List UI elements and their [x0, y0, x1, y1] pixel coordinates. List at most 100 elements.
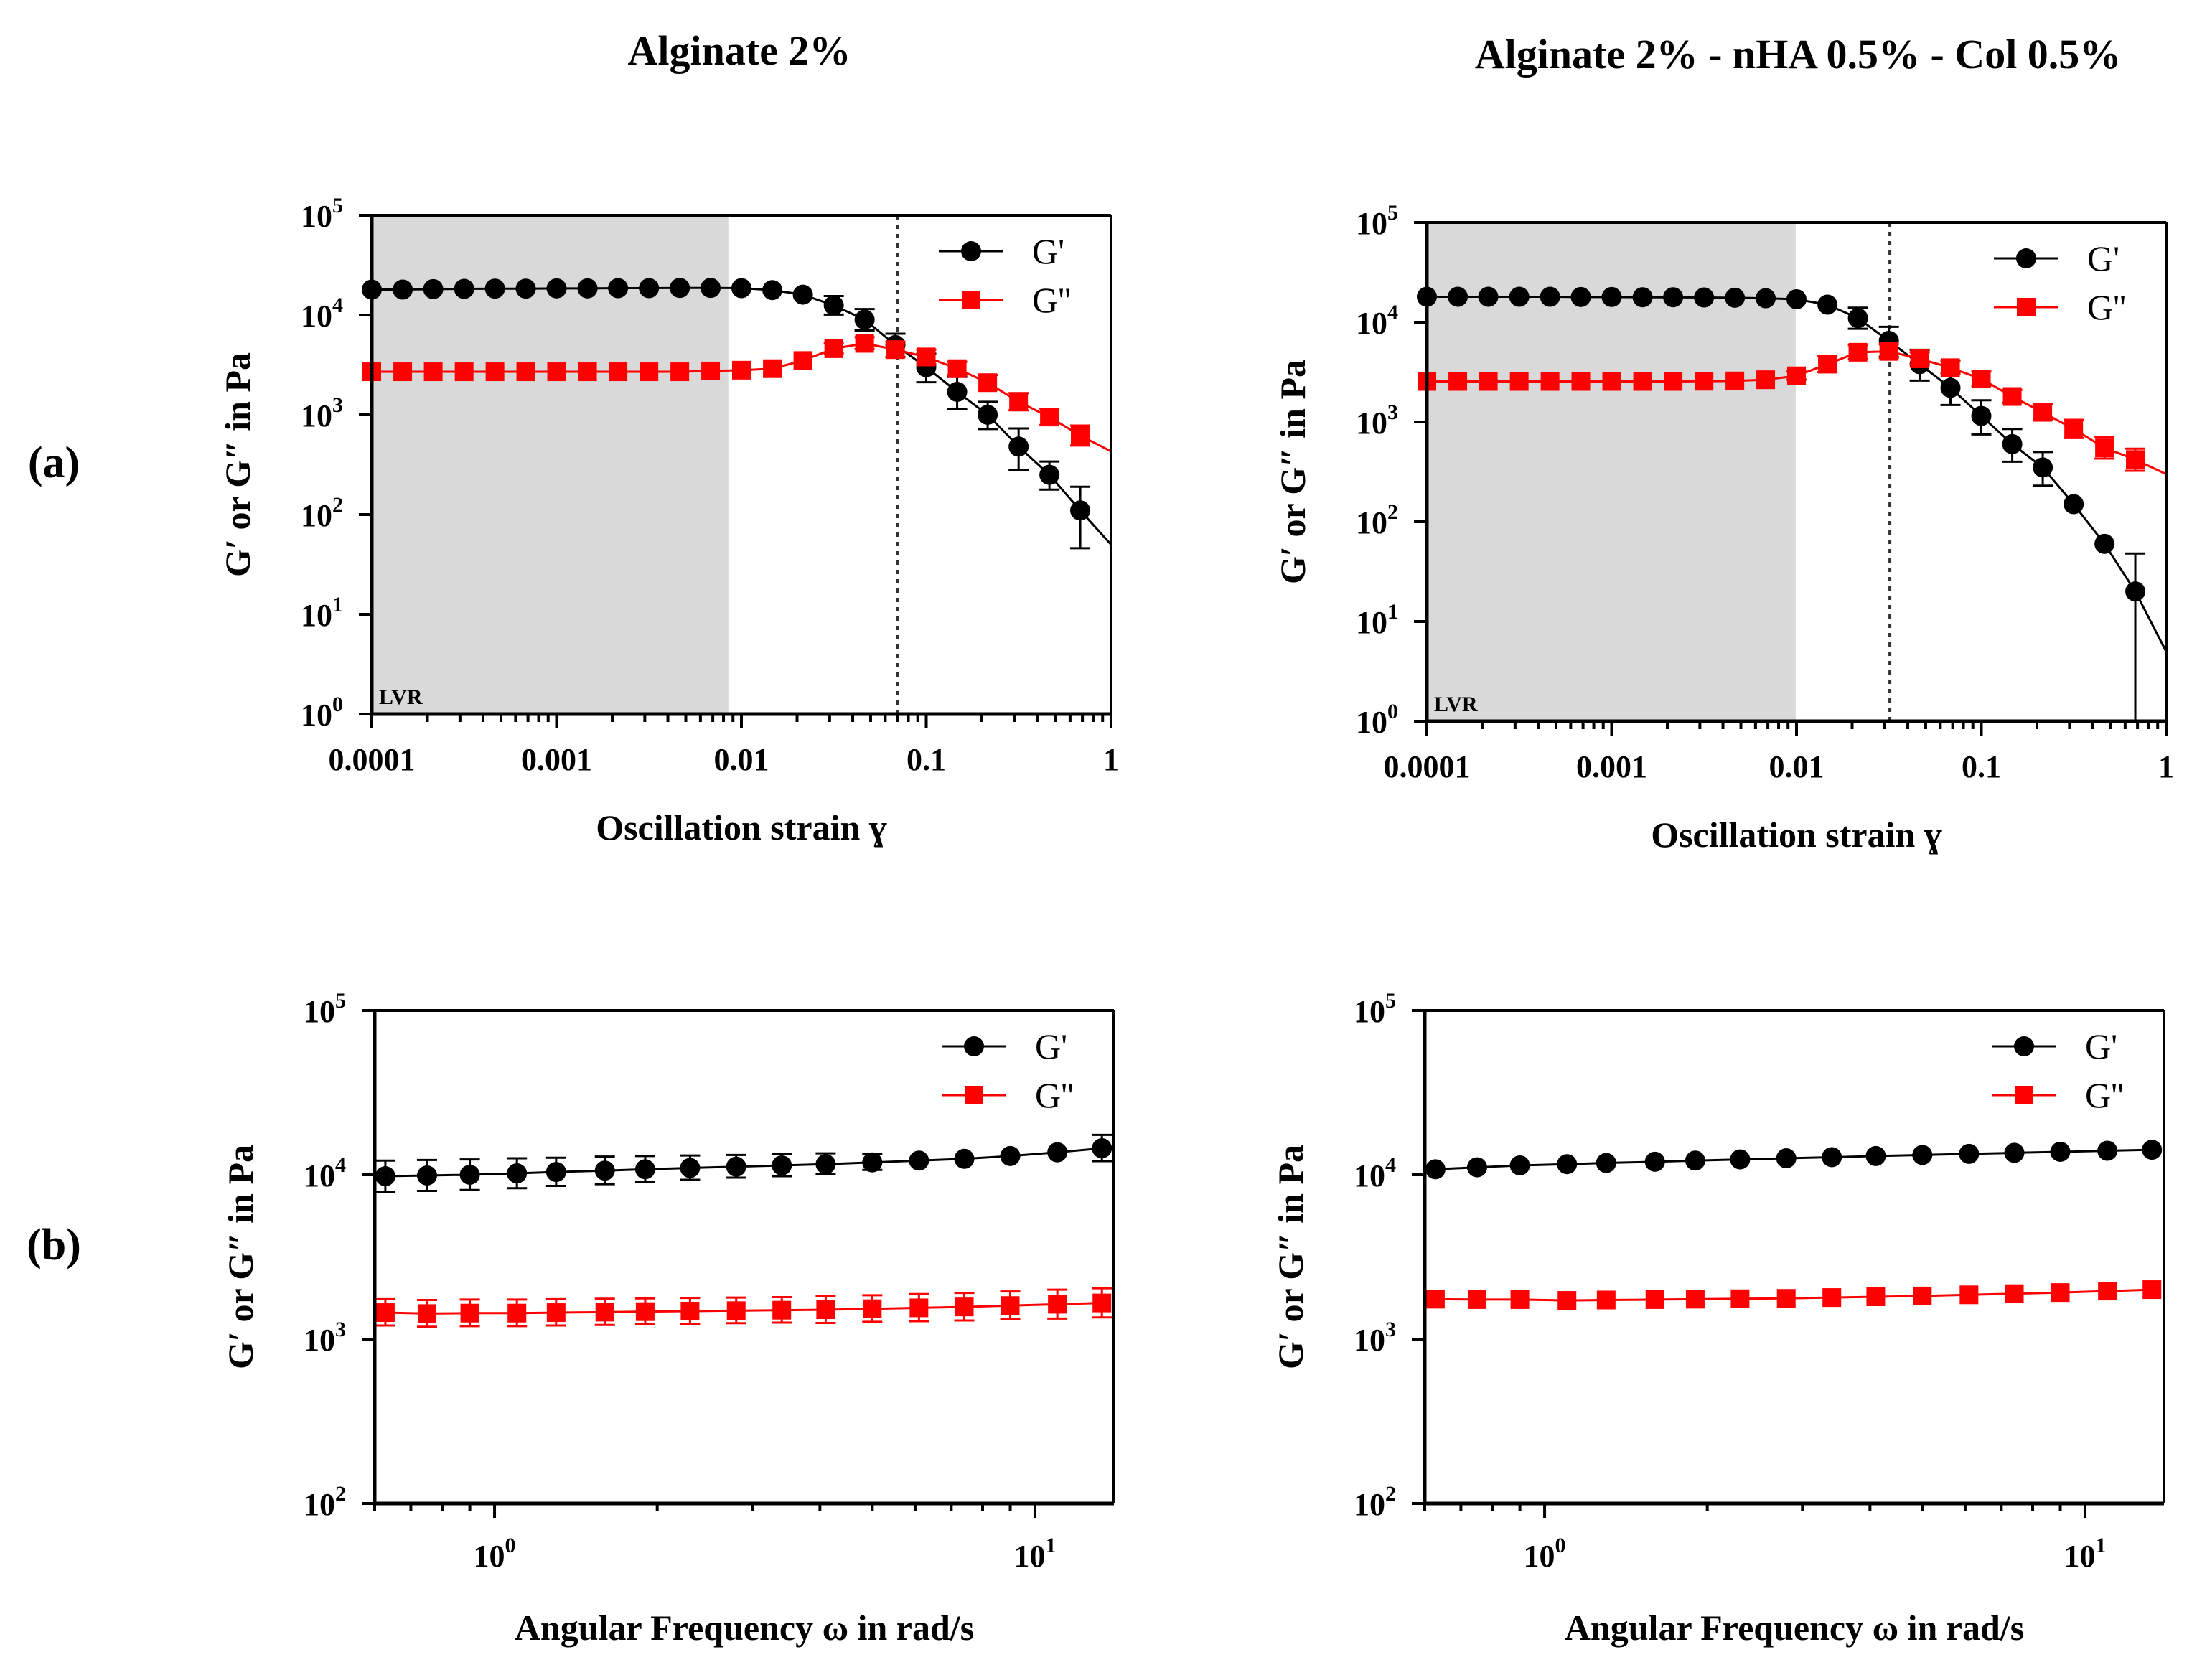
y-tick-label: 105	[1354, 989, 1396, 1029]
data-point-g-prime	[459, 1165, 480, 1185]
data-point-g-prime	[1570, 286, 1591, 307]
data-point-g-prime	[2033, 457, 2053, 478]
data-point-g-double-prime	[886, 340, 905, 360]
legend-label: G'	[2087, 238, 2119, 278]
data-point-g-prime	[670, 278, 690, 299]
data-point-g-double-prime	[2098, 1282, 2117, 1301]
data-point-g-prime	[909, 1150, 929, 1171]
data-point-g-prime	[2094, 533, 2115, 554]
x-tick-label: 0.001	[1576, 749, 1647, 784]
data-point-g-double-prime	[640, 362, 659, 382]
data-point-g-double-prime	[1695, 372, 1714, 391]
data-point-g-prime	[772, 1155, 792, 1175]
x-tick-label: 0.001	[521, 742, 592, 777]
y-tick-label: 101	[1356, 600, 1398, 640]
data-point-g-prime	[1509, 1155, 1530, 1175]
data-point-g-double-prime	[1596, 1290, 1616, 1310]
data-point-g-double-prime	[485, 362, 505, 382]
data-point-g-double-prime	[546, 1303, 566, 1323]
x-tick-label: 0.0001	[329, 742, 416, 777]
data-point-g-prime	[726, 1156, 746, 1177]
data-point-g-double-prime	[2005, 1284, 2024, 1303]
data-point-g-prime	[1632, 287, 1653, 308]
data-point-g-prime	[1008, 436, 1029, 457]
legend-marker-g-double-prime	[2017, 298, 2036, 316]
data-point-g-prime	[2002, 433, 2023, 454]
data-point-g-double-prime	[1001, 1296, 1020, 1315]
data-point-g-double-prime	[732, 360, 751, 380]
data-point-g-prime	[423, 278, 444, 299]
column-title-right: Alginate 2% - nHA 0.5% - Col 0.5%	[1475, 31, 2122, 78]
data-point-g-double-prime	[1571, 372, 1591, 391]
data-point-g-double-prime	[417, 1304, 436, 1323]
data-point-g-prime	[1448, 286, 1468, 307]
data-point-g-prime	[1959, 1143, 1980, 1164]
data-point-g-prime	[1466, 1157, 1487, 1178]
data-point-g-double-prime	[1071, 426, 1090, 445]
data-point-g-double-prime	[726, 1301, 746, 1320]
data-point-g-prime	[731, 278, 751, 299]
data-point-g-double-prime	[507, 1303, 527, 1323]
legend-label: G''	[2085, 1075, 2124, 1115]
y-tick-label: 103	[1356, 400, 1398, 441]
data-point-g-prime	[701, 278, 721, 299]
data-point-g-double-prime	[1913, 1286, 1932, 1305]
legend-label: G'	[1035, 1026, 1067, 1066]
y-tick-label: 102	[1354, 1482, 1396, 1522]
x-tick-label: 0.1	[907, 742, 946, 777]
data-point-g-prime	[2097, 1140, 2118, 1161]
legend-marker-g-double-prime	[962, 291, 980, 309]
data-point-g-prime	[2050, 1141, 2071, 1162]
data-point-g-double-prime	[1602, 372, 1621, 391]
data-point-g-prime	[1822, 1147, 1842, 1168]
data-point-g-double-prime	[1048, 1295, 1067, 1314]
data-point-g-prime	[1776, 1148, 1797, 1169]
data-point-g-prime	[1940, 377, 1961, 398]
data-point-g-prime	[1601, 286, 1622, 307]
data-point-g-prime	[1912, 1145, 1933, 1165]
data-point-g-double-prime	[578, 362, 597, 382]
data-point-g-double-prime	[2002, 387, 2022, 406]
data-point-g-prime	[680, 1158, 701, 1178]
data-point-g-double-prime	[635, 1302, 655, 1321]
data-point-g-double-prime	[1730, 1289, 1750, 1308]
data-point-g-double-prime	[947, 359, 967, 378]
data-point-g-prime	[954, 1148, 975, 1169]
lvr-label: LVR	[379, 685, 423, 709]
legend-marker-g-prime	[2014, 1036, 2034, 1056]
data-point-g-prime	[634, 1159, 655, 1180]
data-point-g-prime	[1540, 286, 1560, 307]
data-point-g-prime	[1092, 1138, 1112, 1159]
data-point-g-prime	[484, 278, 505, 299]
data-point-g-double-prime	[1972, 370, 1991, 389]
data-point-g-double-prime	[909, 1298, 929, 1318]
y-tick-label: 105	[1356, 201, 1398, 241]
data-point-g-prime	[1644, 1151, 1665, 1172]
x-tick-label: 0.01	[1769, 749, 1824, 784]
y-tick-label: 100	[301, 693, 343, 733]
data-point-g-double-prime	[1009, 392, 1029, 411]
data-point-g-double-prime	[1685, 1290, 1705, 1309]
x-axis-title: Oscillation strain ɣ	[1651, 815, 1942, 855]
data-point-g-double-prime	[1776, 1289, 1796, 1308]
data-point-g-double-prime	[2142, 1280, 2162, 1300]
data-point-g-double-prime	[516, 362, 535, 382]
panel-strain-sweep-composite: LVR 100 101 102 103 104 105 0.0001 0.001 0.01 0.1 1…	[1273, 201, 2174, 855]
data-point-g-prime	[1425, 1159, 1446, 1180]
legend-marker-g-double-prime	[965, 1086, 983, 1104]
data-point-g-double-prime	[1092, 1293, 1112, 1313]
data-point-g-double-prime	[1866, 1287, 1886, 1306]
data-point-g-prime	[1685, 1150, 1705, 1171]
data-point-g-double-prime	[454, 362, 474, 382]
data-point-g-double-prime	[547, 362, 566, 382]
data-point-g-double-prime	[595, 1303, 614, 1322]
data-point-g-double-prime	[1725, 371, 1745, 390]
panel-frequency-sweep-alginate: 102 103 104 105 100 101 Angular Frequency ω in…	[220, 989, 1115, 1648]
data-point-g-prime	[815, 1154, 836, 1175]
data-point-g-double-prime	[1540, 372, 1560, 391]
data-point-g-prime	[515, 278, 536, 299]
legend-label: G'	[1032, 231, 1064, 271]
data-point-g-double-prime	[855, 334, 874, 353]
data-point-g-double-prime	[863, 1299, 882, 1318]
